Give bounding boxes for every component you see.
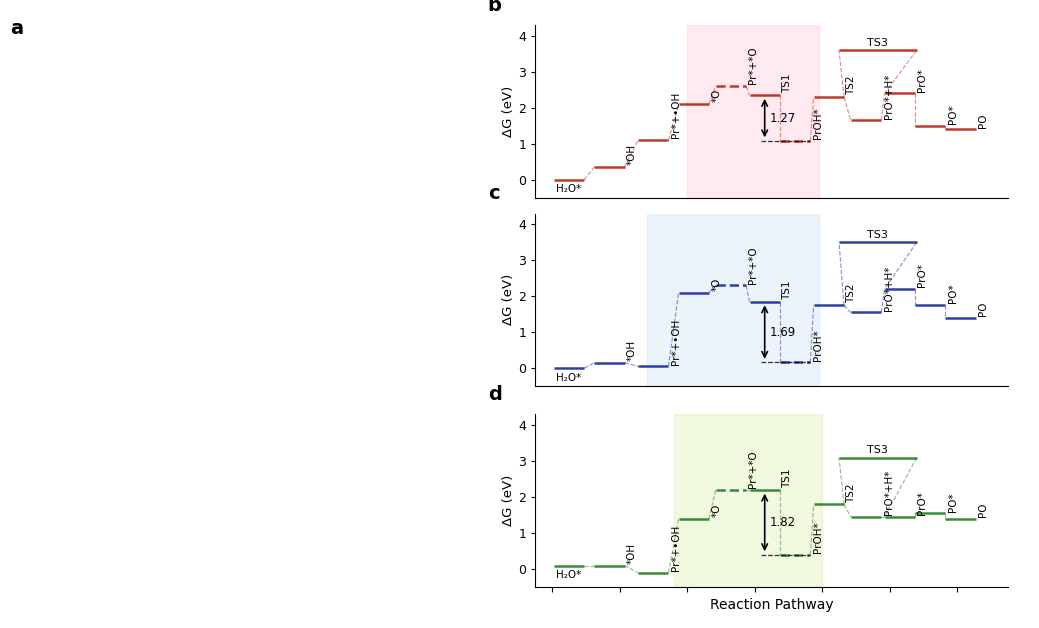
Text: c: c	[488, 184, 500, 203]
Text: *O: *O	[712, 504, 721, 517]
Text: TS3: TS3	[868, 230, 888, 240]
Text: Pr*+•OH: Pr*+•OH	[671, 318, 681, 365]
Text: TS1: TS1	[782, 280, 793, 300]
Y-axis label: ΔG (eV): ΔG (eV)	[502, 475, 515, 526]
Text: PO*: PO*	[948, 492, 958, 512]
Text: PrOH*: PrOH*	[812, 107, 823, 139]
Text: a: a	[10, 19, 24, 38]
X-axis label: Reaction Pathway: Reaction Pathway	[710, 598, 833, 612]
Text: H₂O*: H₂O*	[556, 372, 582, 382]
Text: PrOH*: PrOH*	[812, 521, 823, 553]
Text: TS2: TS2	[847, 76, 856, 95]
Text: PrO*+H*: PrO*+H*	[883, 265, 894, 311]
Text: PO: PO	[978, 502, 988, 517]
Text: PrO*: PrO*	[917, 491, 928, 515]
Text: PrO*: PrO*	[917, 68, 928, 92]
Y-axis label: ΔG (eV): ΔG (eV)	[502, 86, 515, 137]
Bar	[673, 414, 822, 587]
Text: 1.82: 1.82	[770, 516, 796, 529]
Text: d: d	[488, 385, 502, 404]
Text: PrO*: PrO*	[917, 263, 928, 287]
Text: 1.27: 1.27	[770, 112, 796, 124]
Text: b: b	[488, 0, 502, 14]
Text: *OH: *OH	[627, 543, 637, 564]
Text: *O: *O	[712, 89, 721, 102]
Text: PrOH*: PrOH*	[812, 329, 823, 360]
Text: Pr*+•OH: Pr*+•OH	[671, 92, 681, 138]
Text: PrO*+H*: PrO*+H*	[883, 73, 894, 119]
Bar	[687, 25, 819, 198]
Bar	[646, 214, 819, 386]
Text: 1.69: 1.69	[770, 325, 796, 338]
Text: *O: *O	[712, 278, 721, 291]
Text: TS3: TS3	[868, 38, 888, 48]
Text: Pr*+*O: Pr*+*O	[748, 451, 758, 488]
Text: TS3: TS3	[868, 445, 888, 455]
Text: TS1: TS1	[782, 74, 793, 94]
Text: H₂O*: H₂O*	[556, 570, 582, 580]
Text: TS2: TS2	[847, 284, 856, 303]
Text: PO*: PO*	[948, 284, 958, 303]
Text: Pr*+*O: Pr*+*O	[748, 47, 758, 85]
Text: H₂O*: H₂O*	[556, 184, 582, 194]
Text: TS2: TS2	[847, 483, 856, 502]
Text: *OH: *OH	[627, 340, 637, 361]
Text: PO: PO	[978, 113, 988, 127]
Y-axis label: ΔG (eV): ΔG (eV)	[502, 274, 515, 325]
Text: *OH: *OH	[627, 144, 637, 165]
Text: Pr*+*O: Pr*+*O	[748, 246, 758, 284]
Text: PrO*+H*: PrO*+H*	[883, 470, 894, 515]
Text: TS1: TS1	[782, 468, 793, 488]
Text: PO*: PO*	[948, 104, 958, 124]
Text: Pr*+•OH: Pr*+•OH	[671, 525, 681, 571]
Text: PO: PO	[978, 301, 988, 316]
